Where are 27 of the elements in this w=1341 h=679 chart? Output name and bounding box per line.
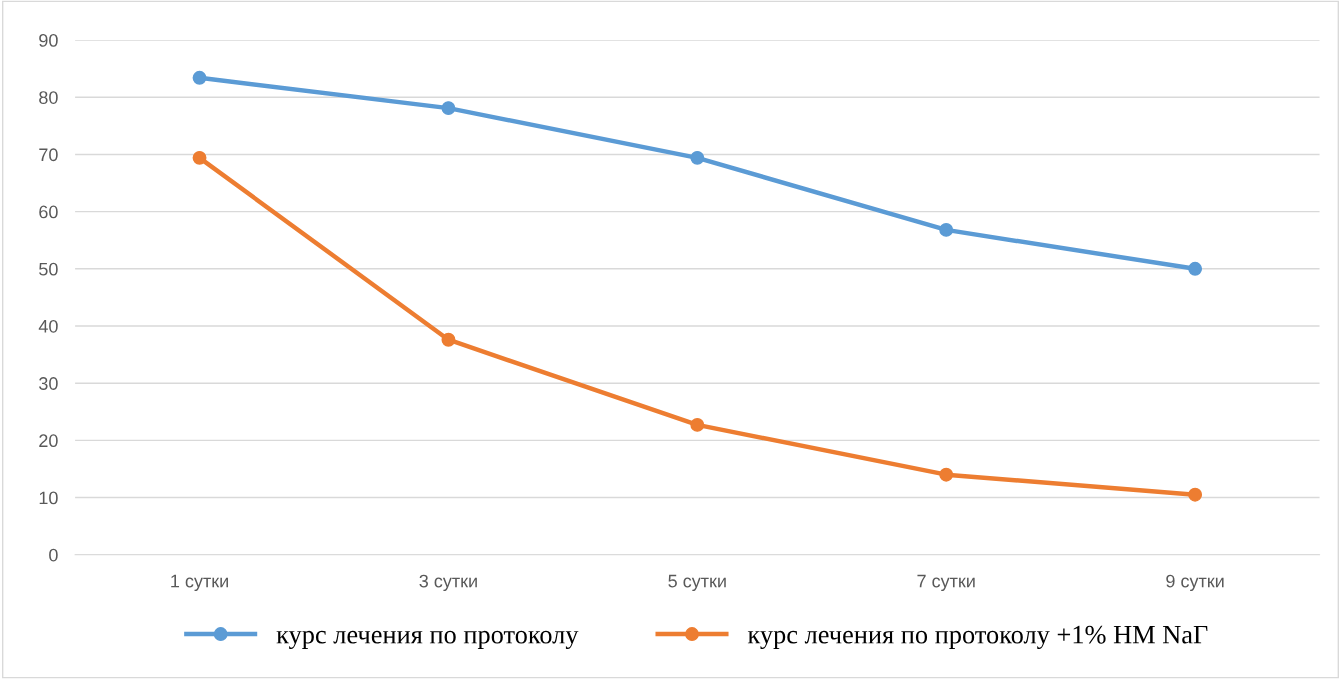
point [690, 150, 705, 165]
x-tick-label: 7 сутки [917, 574, 975, 592]
y-tick-label: 90 [39, 34, 58, 47]
y-tick-label: 50 [39, 262, 58, 276]
point [690, 417, 705, 432]
point [192, 70, 207, 85]
y-tick-label: 70 [39, 148, 58, 162]
x-tick-label: 1 сутки [171, 574, 228, 592]
point [192, 150, 207, 165]
legend-label: курс лечения по протоколу [276, 630, 579, 649]
point [939, 467, 954, 482]
y-tick-label: 0 [49, 548, 58, 562]
y-tick-label: 40 [38, 319, 58, 333]
x-tick-label: 5 сутки [668, 574, 726, 592]
point [441, 101, 456, 116]
point [939, 222, 954, 237]
y-tick-label: 80 [39, 91, 58, 104]
x-tick-label: 9 сутки [1166, 574, 1224, 592]
point [1188, 261, 1203, 276]
y-tick-label: 30 [39, 377, 58, 390]
point [441, 332, 456, 347]
y-tick-label: 10 [39, 491, 58, 505]
y-tick-label: 60 [39, 205, 58, 219]
legend-label: курс лечения по протоколу +1% НМ NaГ [747, 625, 1208, 649]
y-tick-label: 20 [39, 434, 58, 448]
x-tick-label: 3 сутки [419, 574, 477, 592]
point [1188, 487, 1203, 502]
